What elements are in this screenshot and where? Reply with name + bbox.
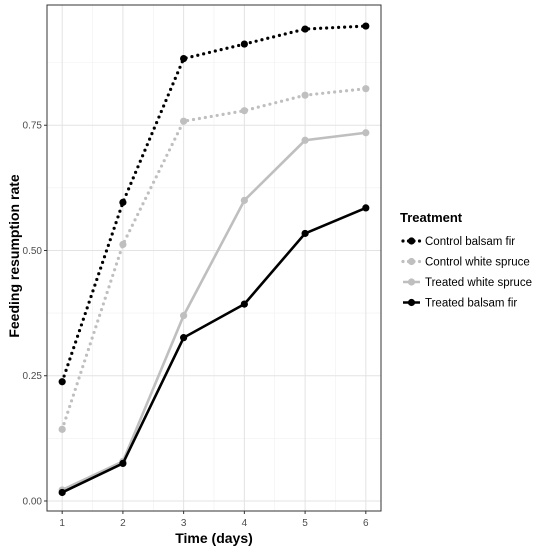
data-point — [240, 107, 248, 115]
data-point — [301, 136, 309, 144]
legend-item: Control balsam fir — [401, 236, 515, 248]
legend-item: Treated balsam fir — [403, 298, 517, 310]
axes: 0.00 0.25 0.50 0.75 1 2 3 4 5 6 — [23, 121, 370, 529]
y-tick-label: 0.50 — [23, 246, 43, 257]
series-group — [58, 22, 370, 497]
series-control-white-spruce — [58, 85, 370, 433]
y-tick-label: 0.00 — [23, 496, 43, 507]
legend-label: Treated balsam fir — [425, 298, 517, 310]
series-line — [60, 24, 368, 384]
x-tick-label: 1 — [59, 518, 65, 529]
grid — [47, 5, 381, 511]
series-line — [61, 206, 367, 494]
data-point — [58, 378, 66, 386]
x-tick-label: 3 — [181, 518, 187, 529]
data-point — [362, 204, 370, 212]
legend-key-point — [407, 278, 416, 286]
x-axis-title: Time (days) — [175, 530, 253, 546]
legend-item: Treated white spruce — [403, 277, 532, 289]
data-point — [180, 117, 188, 125]
legend-label: Control balsam fir — [425, 236, 515, 248]
y-tick-label: 0.25 — [23, 371, 43, 382]
series-line — [60, 87, 368, 431]
plot-border — [46, 4, 382, 512]
data-point — [301, 25, 309, 33]
series-line — [61, 131, 366, 492]
x-tick-label: 2 — [120, 518, 126, 529]
data-point — [301, 91, 309, 99]
data-point — [180, 312, 188, 320]
legend-key-point — [407, 298, 416, 307]
data-point — [362, 22, 370, 30]
data-point — [240, 300, 248, 308]
data-point — [119, 198, 127, 206]
legend-title: Treatment — [400, 210, 463, 225]
legend-key-point — [407, 257, 416, 266]
data-point — [180, 55, 188, 63]
x-tick-label: 4 — [242, 518, 248, 529]
legend-key-point — [407, 237, 416, 245]
data-point — [362, 129, 370, 137]
x-tick-label: 6 — [363, 518, 369, 529]
legend: Treatment Control balsam fir Control whit… — [400, 210, 532, 310]
y-axis-title: Feeding resumption rate — [6, 174, 22, 338]
data-point — [58, 488, 66, 497]
series-treated-balsam-fir — [58, 204, 370, 497]
series-control-balsam-fir — [58, 22, 370, 386]
data-point — [119, 459, 127, 468]
y-tick-label: 0.75 — [23, 121, 43, 132]
legend-label: Control white spruce — [425, 257, 530, 269]
data-point — [180, 334, 188, 342]
data-point — [301, 229, 309, 238]
data-point — [240, 196, 248, 204]
x-tick-label: 5 — [302, 518, 308, 529]
data-point — [240, 40, 248, 48]
data-point — [362, 85, 370, 93]
data-point — [119, 240, 127, 249]
legend-label: Treated white spruce — [425, 277, 532, 289]
data-point — [58, 425, 66, 433]
legend-item: Control white spruce — [401, 257, 530, 269]
